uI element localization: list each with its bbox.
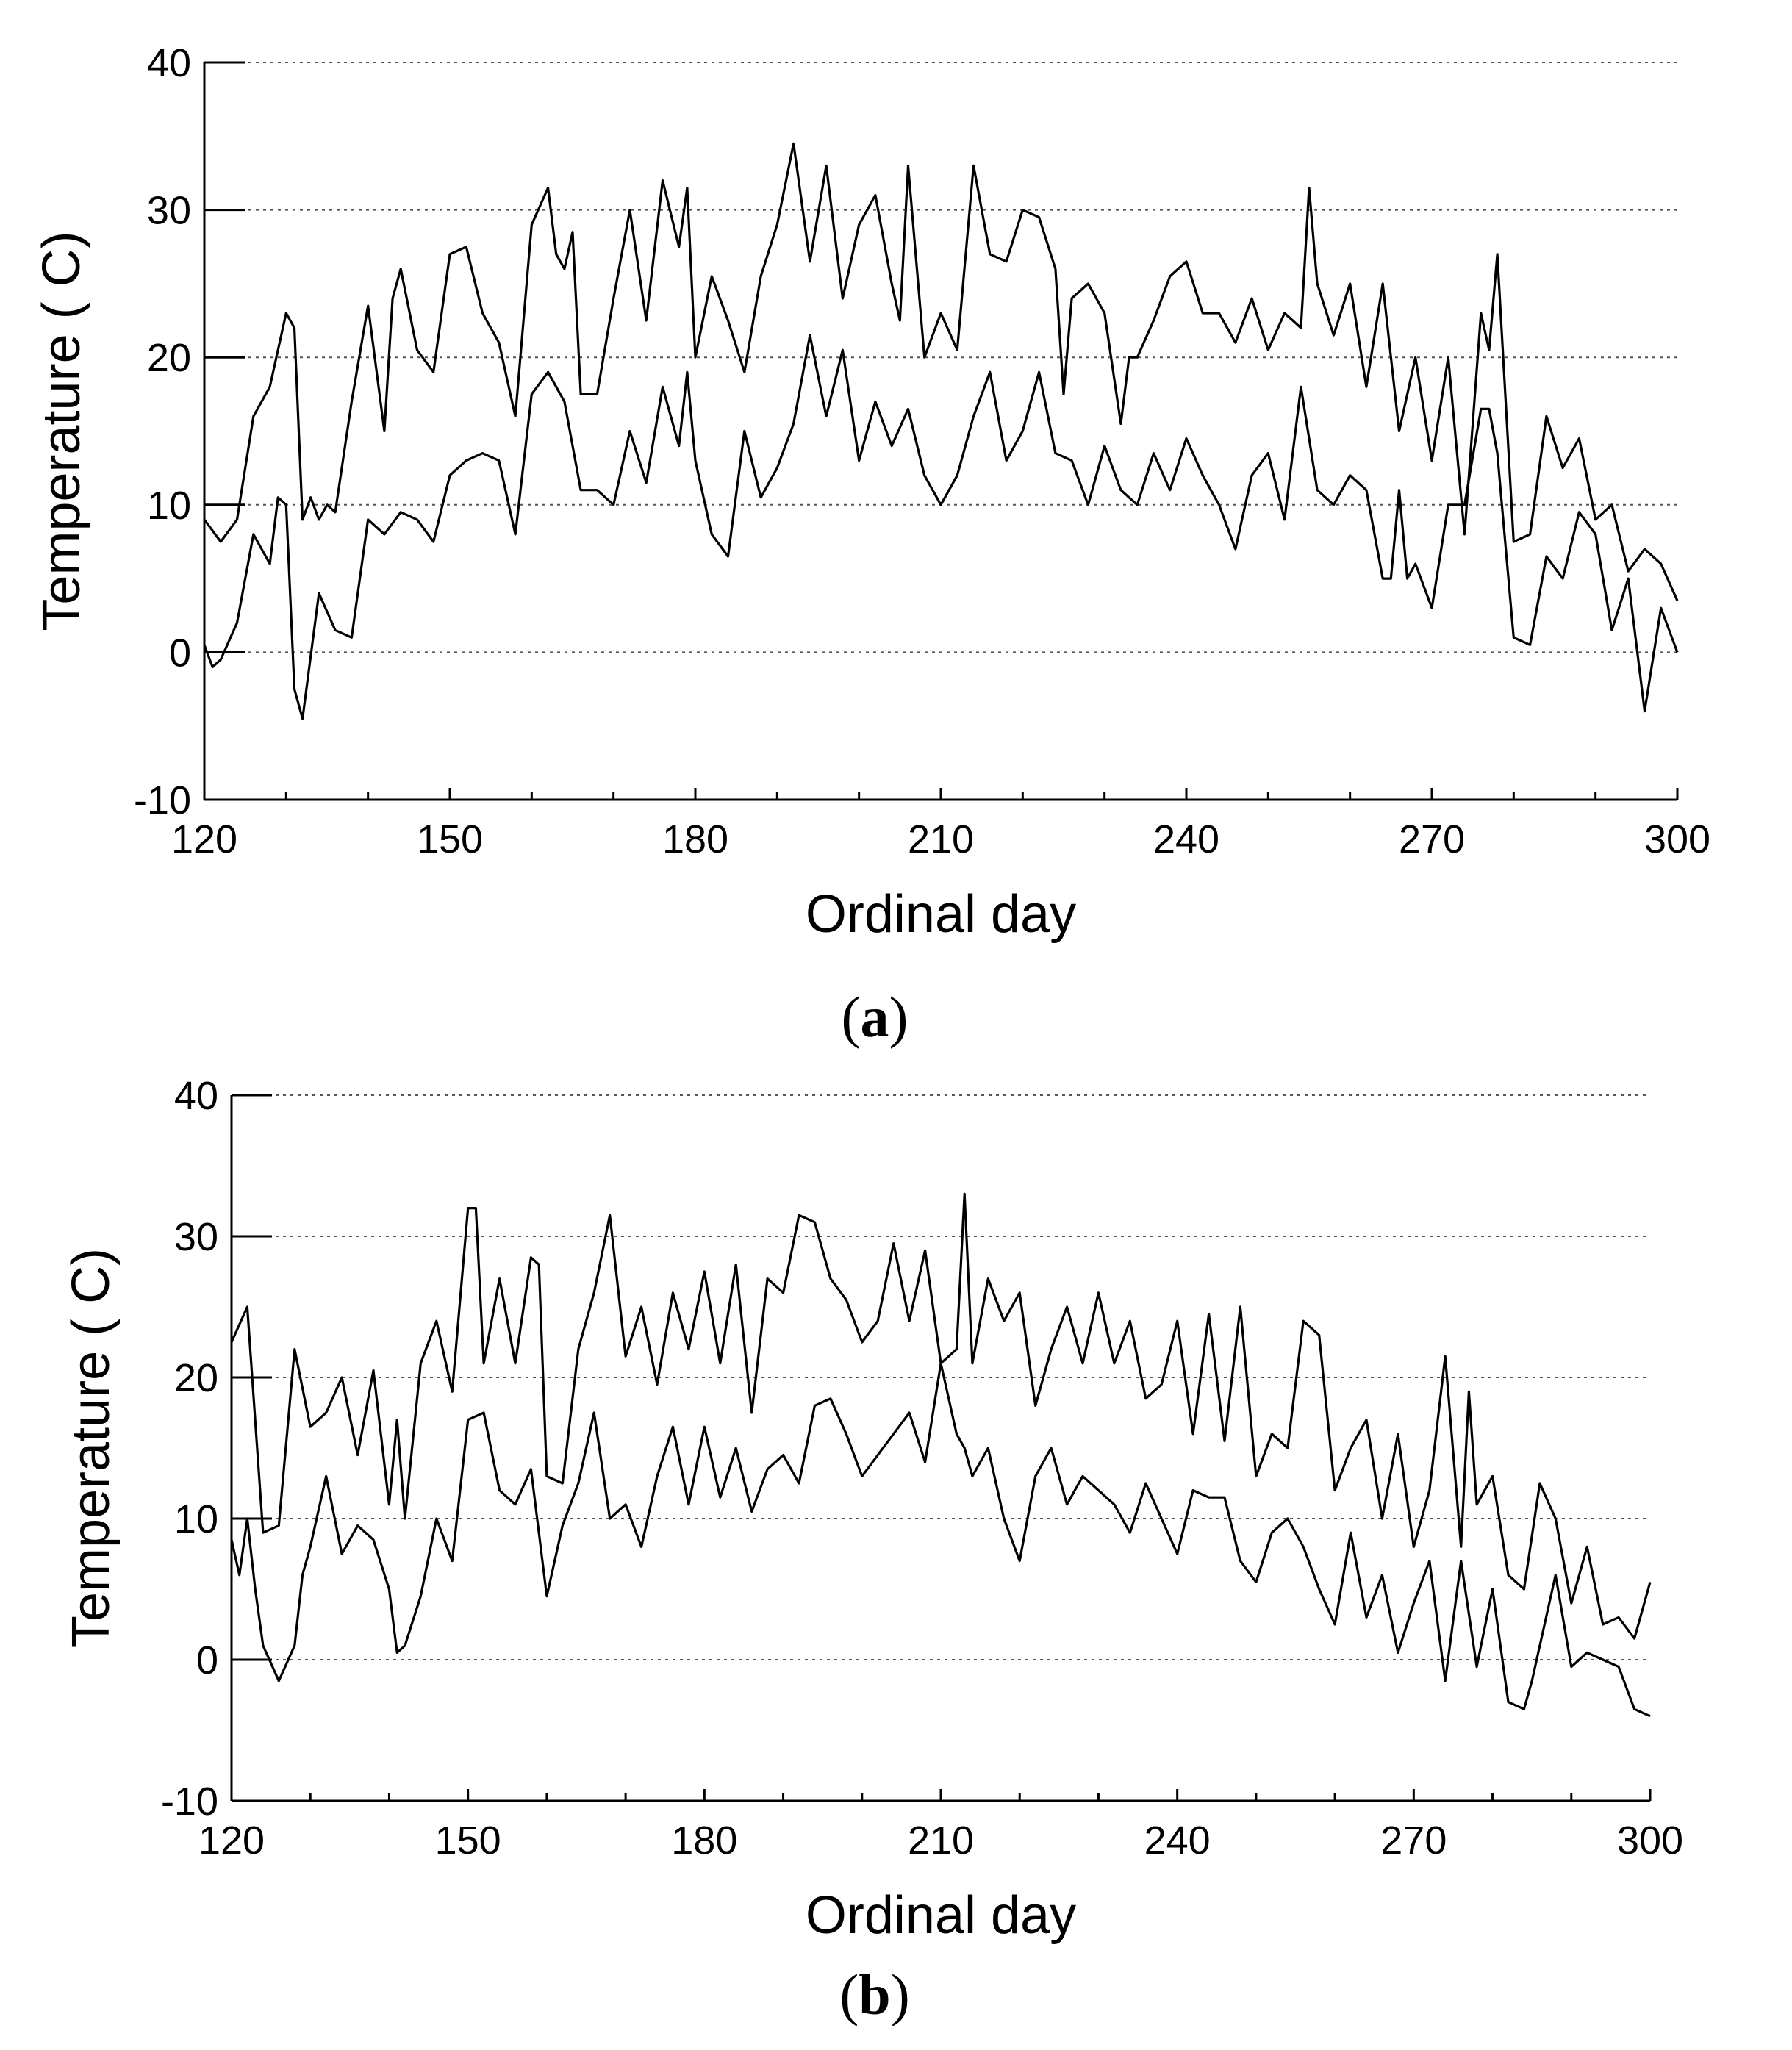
- panel-a-caption: (a): [842, 985, 908, 1049]
- panel-b-caption: (b): [839, 1963, 909, 2026]
- y-tick-label: 40: [147, 41, 191, 85]
- x-tick-label: 120: [198, 1818, 265, 1863]
- y-tick-label: 0: [196, 1638, 218, 1682]
- x-tick-label: 150: [417, 817, 483, 861]
- y-tick-label: 10: [174, 1497, 218, 1541]
- x-tick-label: 210: [908, 1818, 974, 1863]
- x-tick-label: 270: [1399, 817, 1465, 861]
- y-tick-label: 40: [174, 1074, 218, 1118]
- x-tick-label: 120: [171, 817, 237, 861]
- y-tick-label: 30: [147, 189, 191, 233]
- x-tick-label: 210: [908, 817, 974, 861]
- y-axis-title: Temperature ( C): [32, 231, 91, 631]
- x-tick-label: 300: [1617, 1818, 1683, 1863]
- panel-b-chart: -10 0 10 20 30 40 120 150 180 210 240 270 300 Ordinal…: [62, 1074, 1683, 1945]
- y-tick-label: 20: [147, 336, 191, 380]
- series-line-minimum: [230, 1362, 1651, 1718]
- y-tick-label: 10: [147, 484, 191, 528]
- x-tick-label: 270: [1380, 1818, 1447, 1863]
- x-tick-label: 150: [435, 1818, 501, 1863]
- panel-a-chart: -10 0 10 20 30 40 120 150 180 210 240 270 300 Ordinal…: [32, 41, 1710, 944]
- x-axis-title: Ordinal day: [806, 1886, 1076, 1945]
- y-tick-label: 0: [169, 631, 191, 675]
- x-tick-label: 180: [671, 1818, 737, 1863]
- x-tick-label: 180: [662, 817, 728, 861]
- x-axis-title: Ordinal day: [806, 885, 1076, 944]
- y-tick-label: -10: [161, 1780, 218, 1824]
- x-tick-label: 240: [1144, 1818, 1211, 1863]
- series-line-maximum: [203, 142, 1679, 601]
- y-tick-label: 20: [174, 1356, 218, 1400]
- y-tick-label: -10: [134, 778, 191, 822]
- y-axis-title: Temperature ( C): [62, 1248, 121, 1648]
- y-tick-label: 30: [174, 1215, 218, 1259]
- series-line-maximum: [230, 1192, 1652, 1640]
- x-tick-label: 300: [1644, 817, 1710, 861]
- series-line-minimum: [203, 334, 1679, 720]
- x-tick-label: 240: [1153, 817, 1219, 861]
